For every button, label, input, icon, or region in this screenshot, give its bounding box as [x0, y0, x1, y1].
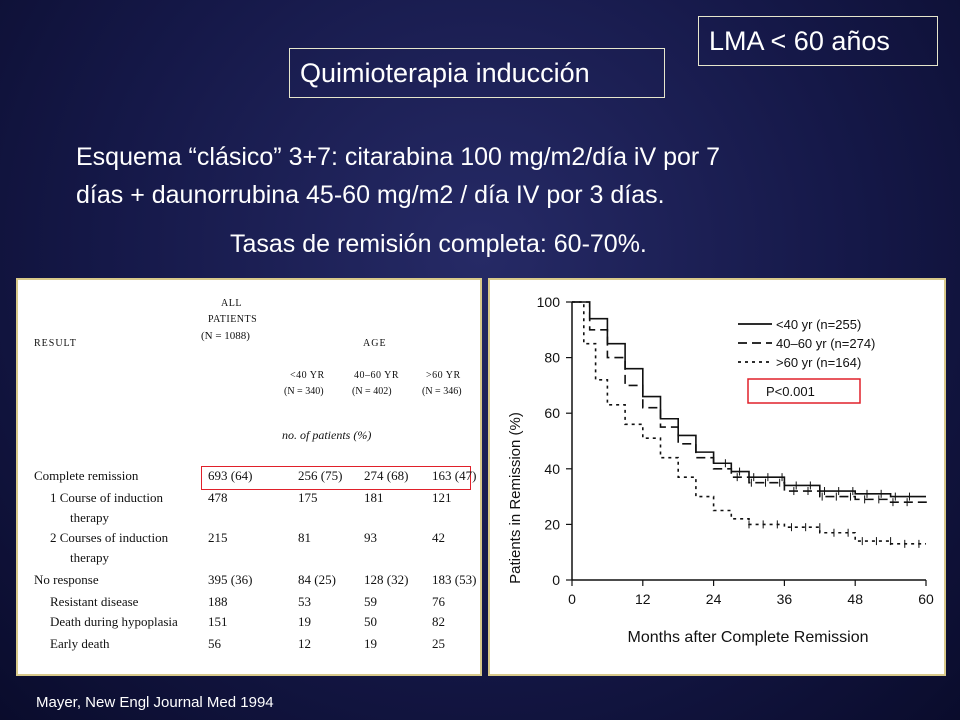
table-cell-all: 478	[208, 490, 228, 505]
table-row-label: Resistant disease	[50, 594, 139, 609]
age-group-2-n: (N = 402)	[352, 386, 392, 397]
age-header: Age	[363, 338, 387, 349]
table-cell-over60: 163 (47)	[432, 468, 477, 483]
table-cell-under40: 19	[298, 614, 311, 629]
table-row-label: 1 Course of induction	[50, 490, 164, 505]
age-group-3-n: (N = 346)	[422, 386, 462, 397]
table-cell-all: 56	[208, 636, 221, 651]
result-header: Result	[34, 338, 77, 349]
table-cell-over60: 25	[432, 636, 445, 651]
x-tick-label: 0	[568, 591, 576, 607]
y-axis-label: Patients in Remission (%)	[507, 412, 524, 584]
table-cell-under40: 84 (25)	[298, 572, 336, 587]
age-group-1-label: <40 yr	[290, 370, 325, 381]
complete-remission-highlight	[201, 466, 471, 490]
legend-label-0: <40 yr (n=255)	[776, 317, 861, 332]
table-row-label: therapy	[70, 510, 109, 525]
all-header-1: All	[221, 298, 242, 309]
table-cell-over60: 42	[432, 530, 445, 545]
age-group-2-label: 40–60 yr	[354, 370, 400, 381]
x-tick-label: 60	[918, 591, 934, 607]
esquema-line-1: Esquema “clásico” 3+7: citarabina 100 mg…	[76, 143, 721, 171]
age-group-1-n: (N = 340)	[284, 386, 324, 397]
table-cell-over60: 76	[432, 594, 445, 609]
table-row-label: Early death	[50, 636, 110, 651]
y-tick-label: 20	[544, 516, 560, 532]
table-cell-under40: 81	[298, 530, 311, 545]
y-tick-label: 100	[537, 294, 561, 310]
table-cell-all: 215	[208, 530, 228, 545]
table-cell-over60: 183 (53)	[432, 572, 477, 587]
series-line-2	[572, 301, 926, 545]
table-cell-40to60: 59	[364, 594, 377, 609]
y-tick-label: 80	[544, 350, 560, 366]
x-tick-label: 24	[706, 591, 722, 607]
table-cell-40to60: 274 (68)	[364, 468, 409, 483]
legend-label-2: >60 yr (n=164)	[776, 355, 861, 370]
citation: Mayer, New Engl Journal Med 1994	[36, 694, 274, 711]
p-value-annotation: P<0.001	[766, 384, 815, 399]
table-cell-40to60: 181	[364, 490, 384, 505]
table-cell-under40: 256 (75)	[298, 468, 343, 483]
esquema-line-2: días + daunorrubina 45-60 mg/m2 / día IV…	[76, 181, 665, 209]
x-tick-label: 48	[847, 591, 863, 607]
units-note: no. of patients (%)	[282, 428, 372, 442]
table-row-label: 2 Courses of induction	[50, 530, 169, 545]
lma-label: LMA < 60 años	[709, 25, 890, 56]
x-axis-label: Months after Complete Remission	[628, 629, 869, 646]
results-table-panel: All Patients (N = 1088) Result Age <40 y…	[16, 278, 482, 676]
table-row-label: Complete remission	[34, 468, 139, 483]
p-value-box	[747, 378, 861, 404]
table-cell-all: 693 (64)	[208, 468, 253, 483]
legend-label-1: 40–60 yr (n=274)	[776, 336, 875, 351]
series-line-0	[572, 301, 926, 498]
y-tick-label: 60	[544, 405, 560, 421]
table-cell-over60: 82	[432, 614, 445, 629]
table-cell-all: 188	[208, 594, 228, 609]
table-cell-over60: 121	[432, 490, 452, 505]
table-row-label: No response	[34, 572, 99, 587]
quimio-title-box: Quimioterapia inducción	[289, 48, 665, 98]
x-tick-label: 36	[777, 591, 793, 607]
lma-title-box: LMA < 60 años	[698, 16, 938, 66]
survival-chart-panel: 0 20 40 60 80 100 0 12 24 36 48 60 <40 yr (n=255) 40…	[488, 278, 946, 676]
table-cell-under40: 12	[298, 636, 311, 651]
table-cell-40to60: 93	[364, 530, 377, 545]
series-line-1	[572, 301, 927, 508]
table-cell-40to60: 128 (32)	[364, 572, 409, 587]
remission-curve-chart: 0 20 40 60 80 100 0 12 24 36 48 60 <40 yr (n=255) 40…	[507, 294, 934, 646]
table-cell-40to60: 19	[364, 636, 377, 651]
table-cell-under40: 175	[298, 490, 318, 505]
y-tick-label: 40	[544, 461, 560, 477]
table-cell-all: 395 (36)	[208, 572, 253, 587]
y-tick-label: 0	[552, 572, 560, 588]
all-header-2: Patients	[208, 314, 258, 325]
all-header-3: (N = 1088)	[201, 330, 250, 342]
table-row-label: Death during hypoplasia	[50, 614, 178, 629]
table-cell-all: 151	[208, 614, 228, 629]
esquema-text: Esquema “clásico” 3+7: citarabina 100 mg…	[76, 138, 936, 214]
tasas-text: Tasas de remisión completa: 60-70%.	[230, 230, 647, 258]
age-group-3-label: >60 yr	[426, 370, 461, 381]
quimio-label: Quimioterapia inducción	[300, 57, 590, 88]
table-cell-40to60: 50	[364, 614, 377, 629]
x-tick-label: 12	[635, 591, 651, 607]
table-cell-under40: 53	[298, 594, 311, 609]
table-row-label: therapy	[70, 550, 109, 565]
